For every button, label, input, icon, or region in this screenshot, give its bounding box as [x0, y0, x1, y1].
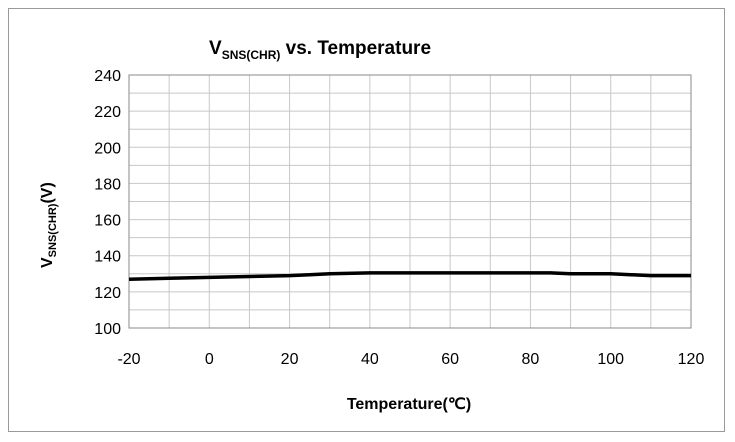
- x-tick-label: 60: [441, 351, 459, 368]
- y-axis-label: VSNS(CHR)(V): [39, 182, 59, 268]
- y-tick-label: 100: [94, 321, 121, 338]
- x-tick-label: 100: [597, 351, 624, 368]
- y-tick-label: 240: [94, 68, 121, 85]
- grid-lines: [129, 75, 691, 328]
- y-axis-label-main: V: [39, 257, 56, 268]
- y-tick-label: 200: [94, 140, 121, 157]
- x-axis-label: Temperature(℃): [347, 396, 471, 413]
- x-tick-label: 80: [522, 351, 540, 368]
- y-tick-label: 160: [94, 213, 121, 230]
- series-line: [128, 271, 691, 281]
- y-axis-ticks: 240 220 200 180 160 140 120 100: [94, 68, 121, 338]
- plot-area-border: [128, 74, 692, 329]
- y-tick-label: 140: [94, 249, 121, 266]
- series-group: [128, 271, 691, 281]
- x-tick-label: 40: [361, 351, 379, 368]
- x-axis-ticks: -20 0 20 40 60 80 100 120: [117, 351, 704, 368]
- y-axis-label-sub: SNS(CHR): [47, 203, 59, 257]
- y-axis-label-rest: (V): [39, 182, 56, 203]
- chart-title-main: V: [209, 38, 222, 59]
- chart-title-sub: SNS(CHR): [222, 48, 281, 62]
- x-tick-label: -20: [117, 351, 140, 368]
- chart-title: VSNS(CHR) vs. Temperature: [209, 38, 431, 62]
- y-tick-label: 180: [94, 176, 121, 193]
- x-tick-label: 0: [205, 351, 214, 368]
- x-tick-label: 20: [281, 351, 299, 368]
- x-tick-label: 120: [678, 351, 705, 368]
- y-tick-label: 120: [94, 285, 121, 302]
- y-tick-label: 220: [94, 104, 121, 121]
- chart-title-rest: vs. Temperature: [280, 38, 431, 59]
